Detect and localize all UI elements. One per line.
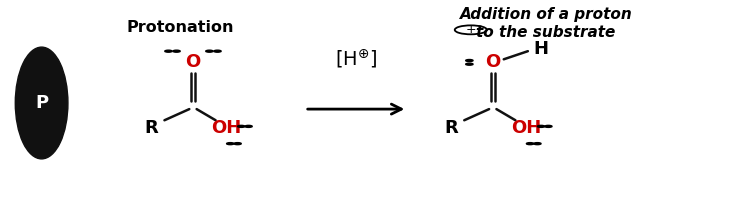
Circle shape: [238, 125, 245, 127]
Text: Protonation: Protonation: [127, 20, 234, 35]
Circle shape: [173, 50, 180, 52]
Text: O: O: [186, 53, 200, 71]
Ellipse shape: [15, 47, 68, 159]
Text: +: +: [465, 23, 476, 36]
Circle shape: [234, 143, 241, 145]
Circle shape: [206, 50, 213, 52]
Circle shape: [245, 125, 252, 127]
Text: O: O: [485, 53, 501, 71]
Circle shape: [537, 125, 545, 127]
Text: P: P: [35, 94, 48, 112]
Text: $\left[\mathrm{H}^{\oplus}\right]$: $\left[\mathrm{H}^{\oplus}\right]$: [335, 47, 377, 70]
Circle shape: [214, 50, 221, 52]
Circle shape: [545, 125, 552, 127]
Text: H: H: [534, 40, 549, 58]
Circle shape: [465, 60, 473, 62]
Circle shape: [227, 143, 234, 145]
Text: Addition of a proton
to the substrate: Addition of a proton to the substrate: [459, 7, 633, 40]
Circle shape: [165, 50, 172, 52]
Circle shape: [526, 143, 534, 145]
Text: OH: OH: [211, 119, 241, 137]
Text: R: R: [444, 119, 458, 137]
Circle shape: [534, 143, 541, 145]
Circle shape: [465, 63, 473, 65]
Text: OH: OH: [512, 119, 542, 137]
Text: R: R: [145, 119, 158, 137]
